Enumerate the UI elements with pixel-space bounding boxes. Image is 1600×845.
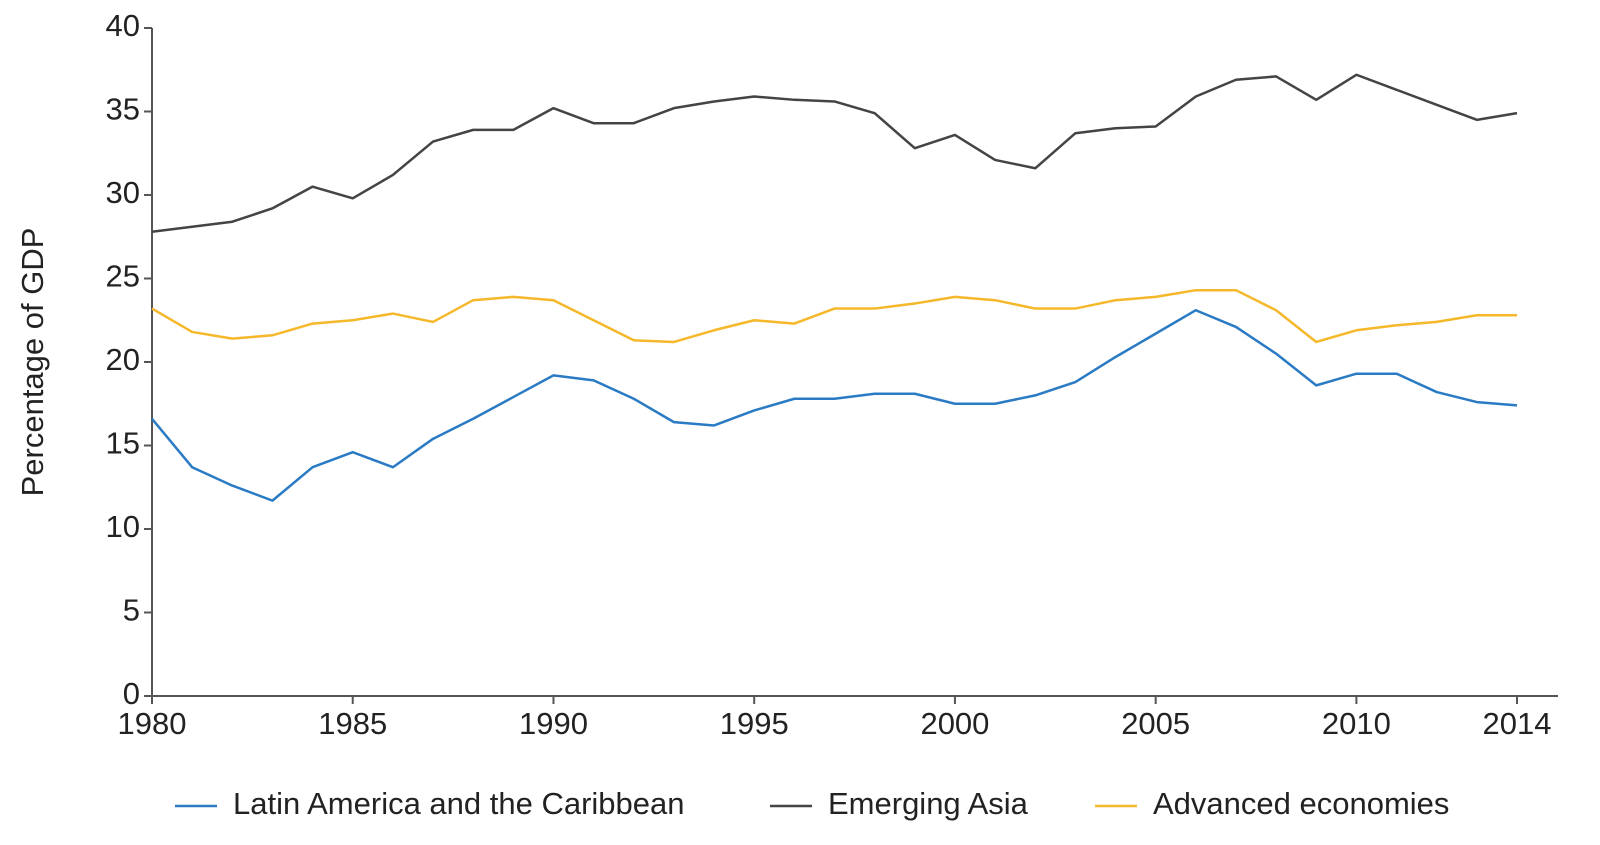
x-tick-label: 2000 xyxy=(920,706,989,741)
y-axis-label: Percentage of GDP xyxy=(15,228,50,497)
y-tick-label: 15 xyxy=(106,426,140,461)
legend-label: Emerging Asia xyxy=(828,786,1029,821)
y-tick-label: 25 xyxy=(106,259,140,294)
x-tick-label: 1990 xyxy=(519,706,588,741)
y-tick-label: 30 xyxy=(106,175,140,210)
x-tick-label: 2014 xyxy=(1483,706,1552,741)
x-tick-label: 2010 xyxy=(1322,706,1391,741)
legend-label: Advanced economies xyxy=(1153,786,1449,821)
y-tick-label: 0 xyxy=(123,676,140,711)
y-tick-label: 35 xyxy=(106,92,140,127)
x-tick-label: 1995 xyxy=(720,706,789,741)
y-tick-label: 10 xyxy=(106,509,140,544)
y-tick-label: 20 xyxy=(106,342,140,377)
x-tick-label: 1985 xyxy=(318,706,387,741)
y-tick-label: 40 xyxy=(106,8,140,43)
x-tick-label: 1980 xyxy=(118,706,187,741)
series-line xyxy=(151,288,1517,344)
y-tick-label: 5 xyxy=(123,593,140,628)
x-tick-label: 2005 xyxy=(1121,706,1190,741)
legend-label: Latin America and the Caribbean xyxy=(233,786,685,821)
series-line xyxy=(151,73,1518,233)
series-line xyxy=(151,308,1518,502)
